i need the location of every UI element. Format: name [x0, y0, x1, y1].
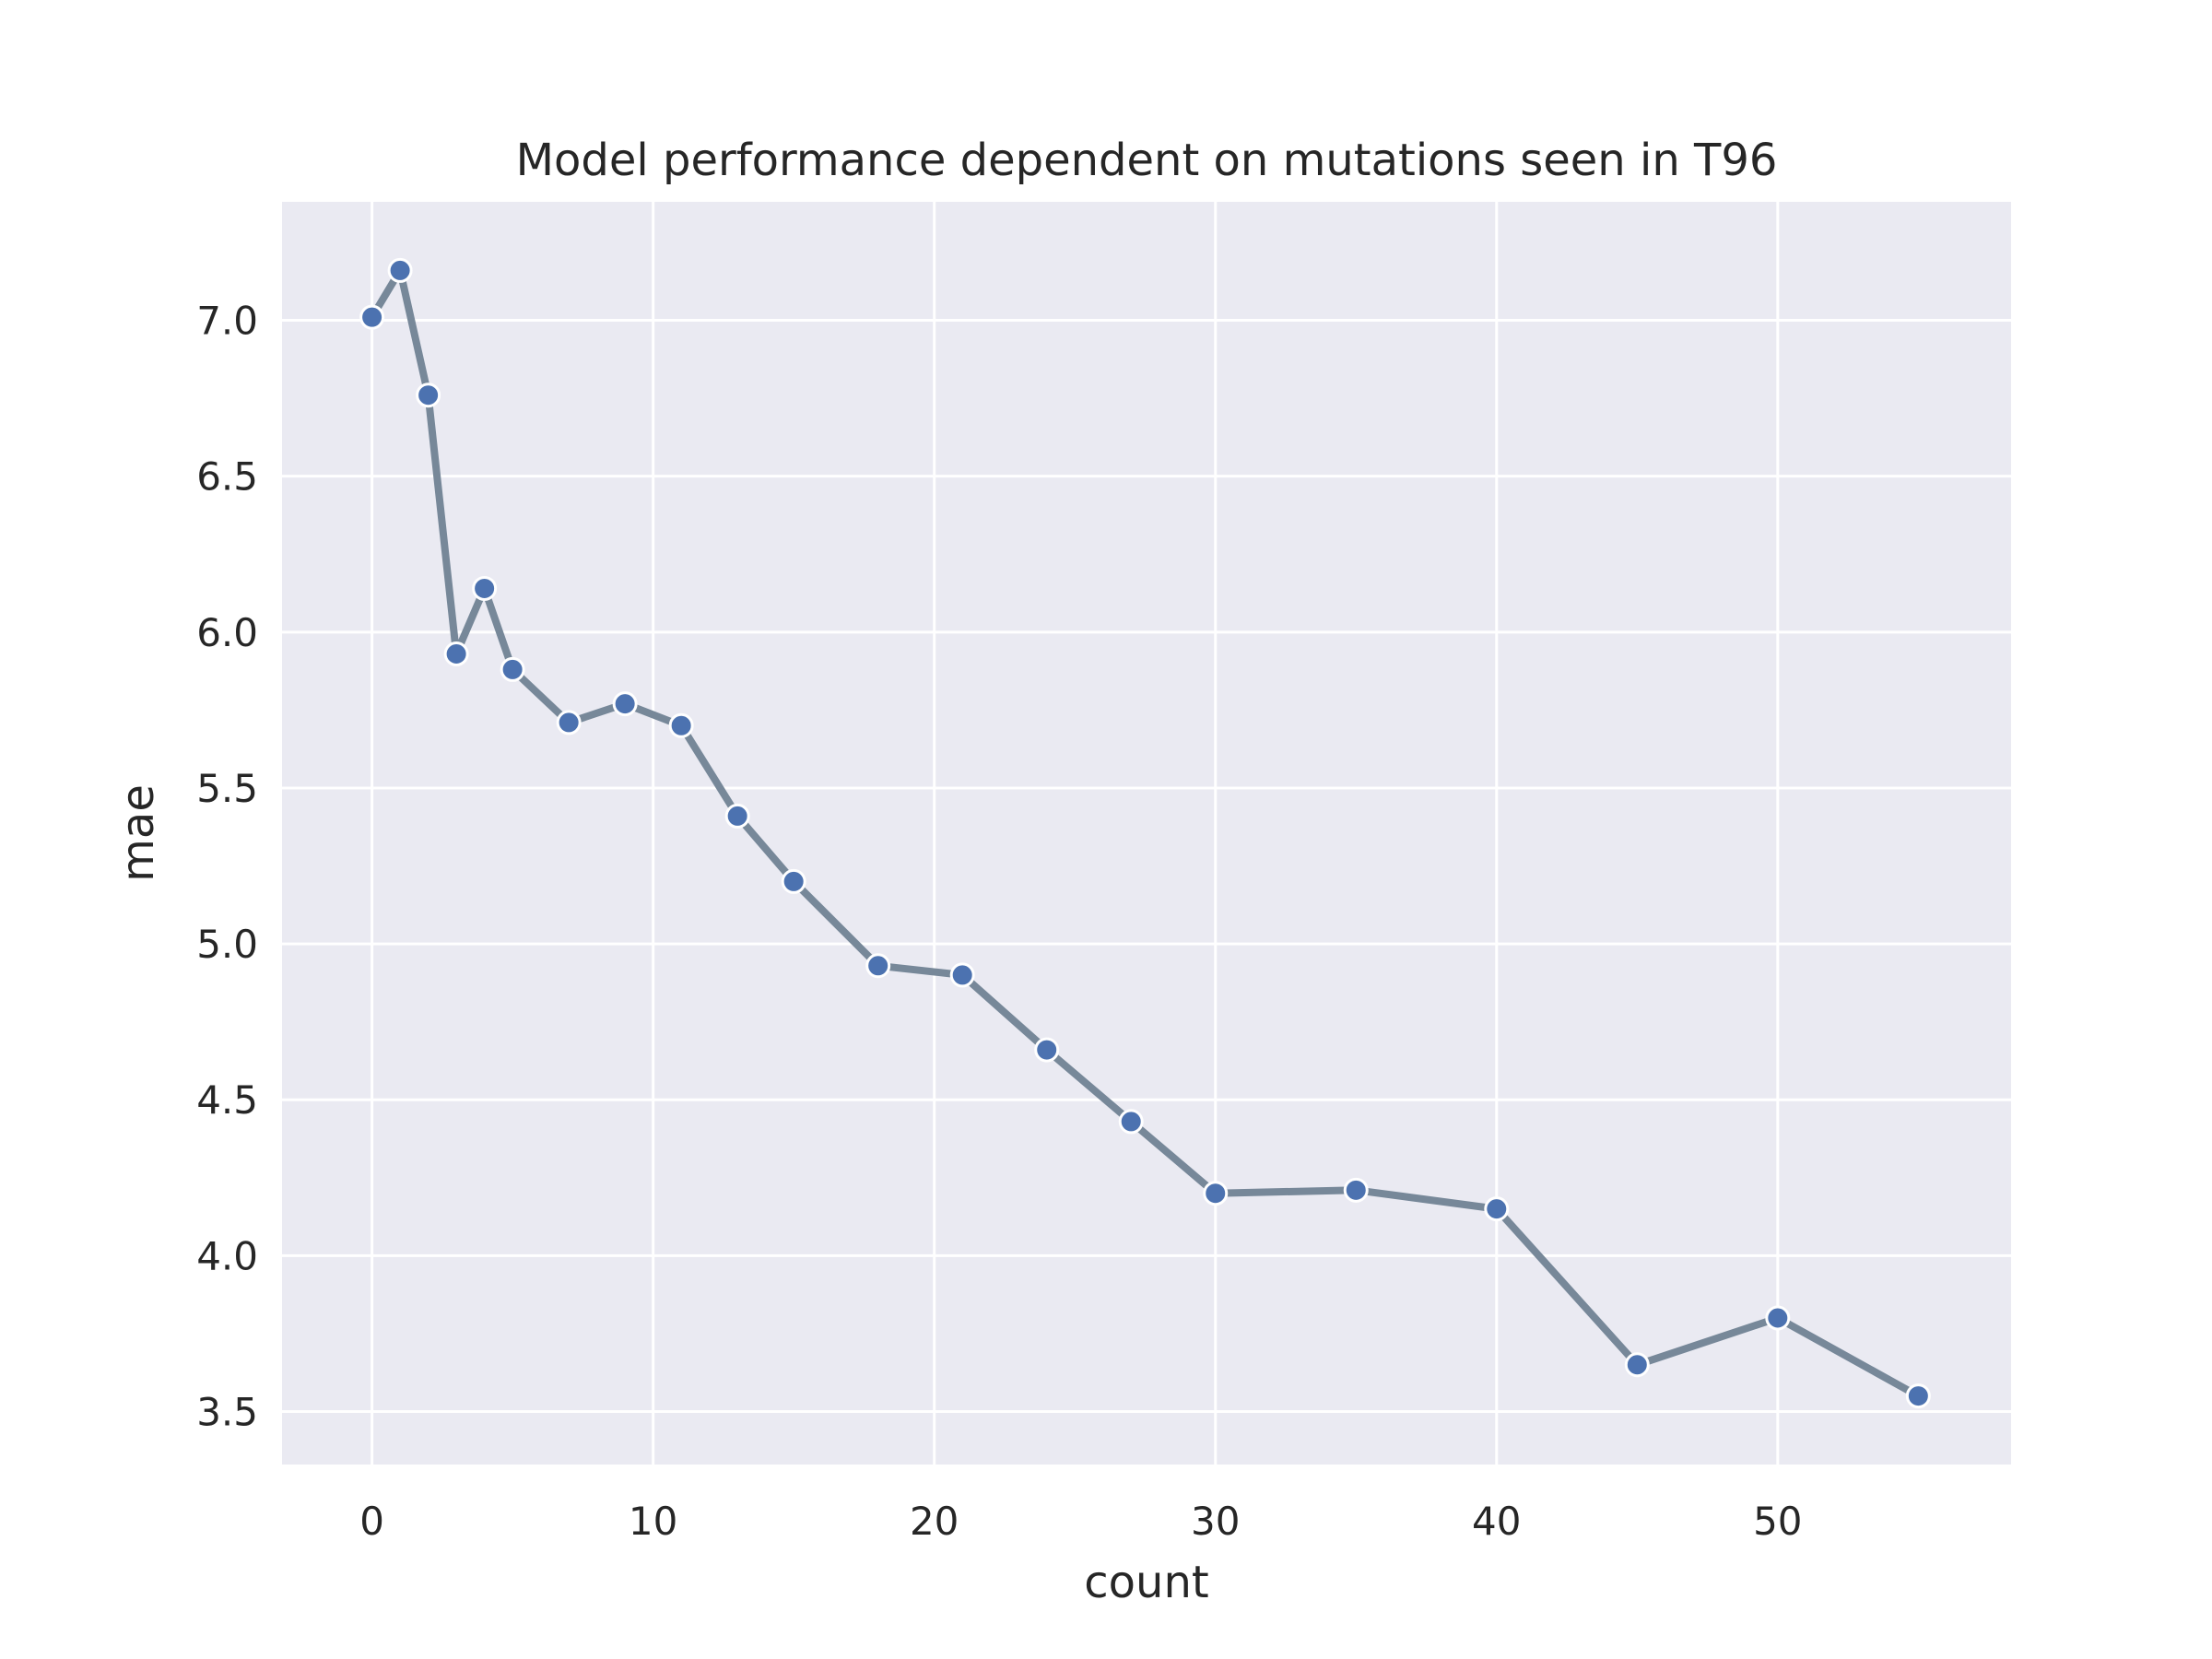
- data-point: [500, 656, 525, 682]
- y-tick-label: 5.5: [196, 766, 258, 811]
- data-point: [1905, 1383, 1931, 1409]
- data-point: [1765, 1305, 1791, 1331]
- y-tick-label: 5.0: [196, 922, 258, 967]
- y-tick-label: 6.5: [196, 454, 258, 500]
- data-point: [359, 304, 385, 330]
- y-tick-label: 4.0: [196, 1233, 258, 1278]
- data-point: [387, 257, 413, 283]
- y-tick-label: 7.0: [196, 299, 258, 344]
- data-point: [1484, 1196, 1510, 1222]
- data-point: [1343, 1177, 1369, 1203]
- y-tick-label: 6.0: [196, 610, 258, 655]
- grid-lines: [282, 202, 2011, 1465]
- x-axis-label: count: [1084, 1557, 1208, 1608]
- data-point: [724, 803, 750, 829]
- data-point: [416, 382, 441, 408]
- data-point: [949, 962, 975, 988]
- x-tick-label: 50: [1753, 1499, 1802, 1544]
- x-tick-labels: 0 10 20 30 40 50: [359, 1499, 1802, 1544]
- y-tick-label: 3.5: [196, 1389, 258, 1434]
- x-tick-label: 20: [910, 1499, 959, 1544]
- plot-background: [282, 202, 2011, 1465]
- data-point: [443, 641, 469, 666]
- data-point: [1034, 1037, 1060, 1063]
- x-tick-label: 40: [1472, 1499, 1521, 1544]
- data-point: [668, 712, 694, 738]
- data-point: [612, 691, 638, 717]
- chart-title: Model performance dependent on mutations…: [516, 135, 1778, 186]
- y-tick-label: 4.5: [196, 1077, 258, 1123]
- data-point: [1203, 1181, 1229, 1206]
- y-tick-labels: 3.5 4.0 4.5 5.0 5.5 6.0 6.5 7.0: [196, 299, 258, 1435]
- x-tick-label: 0: [359, 1499, 384, 1544]
- data-point: [1118, 1109, 1144, 1135]
- x-tick-label: 10: [629, 1499, 677, 1544]
- data-point: [1624, 1352, 1650, 1378]
- data-point: [781, 868, 806, 894]
- data-point: [472, 575, 498, 601]
- x-tick-label: 30: [1191, 1499, 1240, 1544]
- data-points: [359, 257, 1931, 1409]
- data-point: [556, 710, 582, 735]
- y-axis-label: mae: [112, 784, 164, 882]
- data-point: [865, 953, 891, 979]
